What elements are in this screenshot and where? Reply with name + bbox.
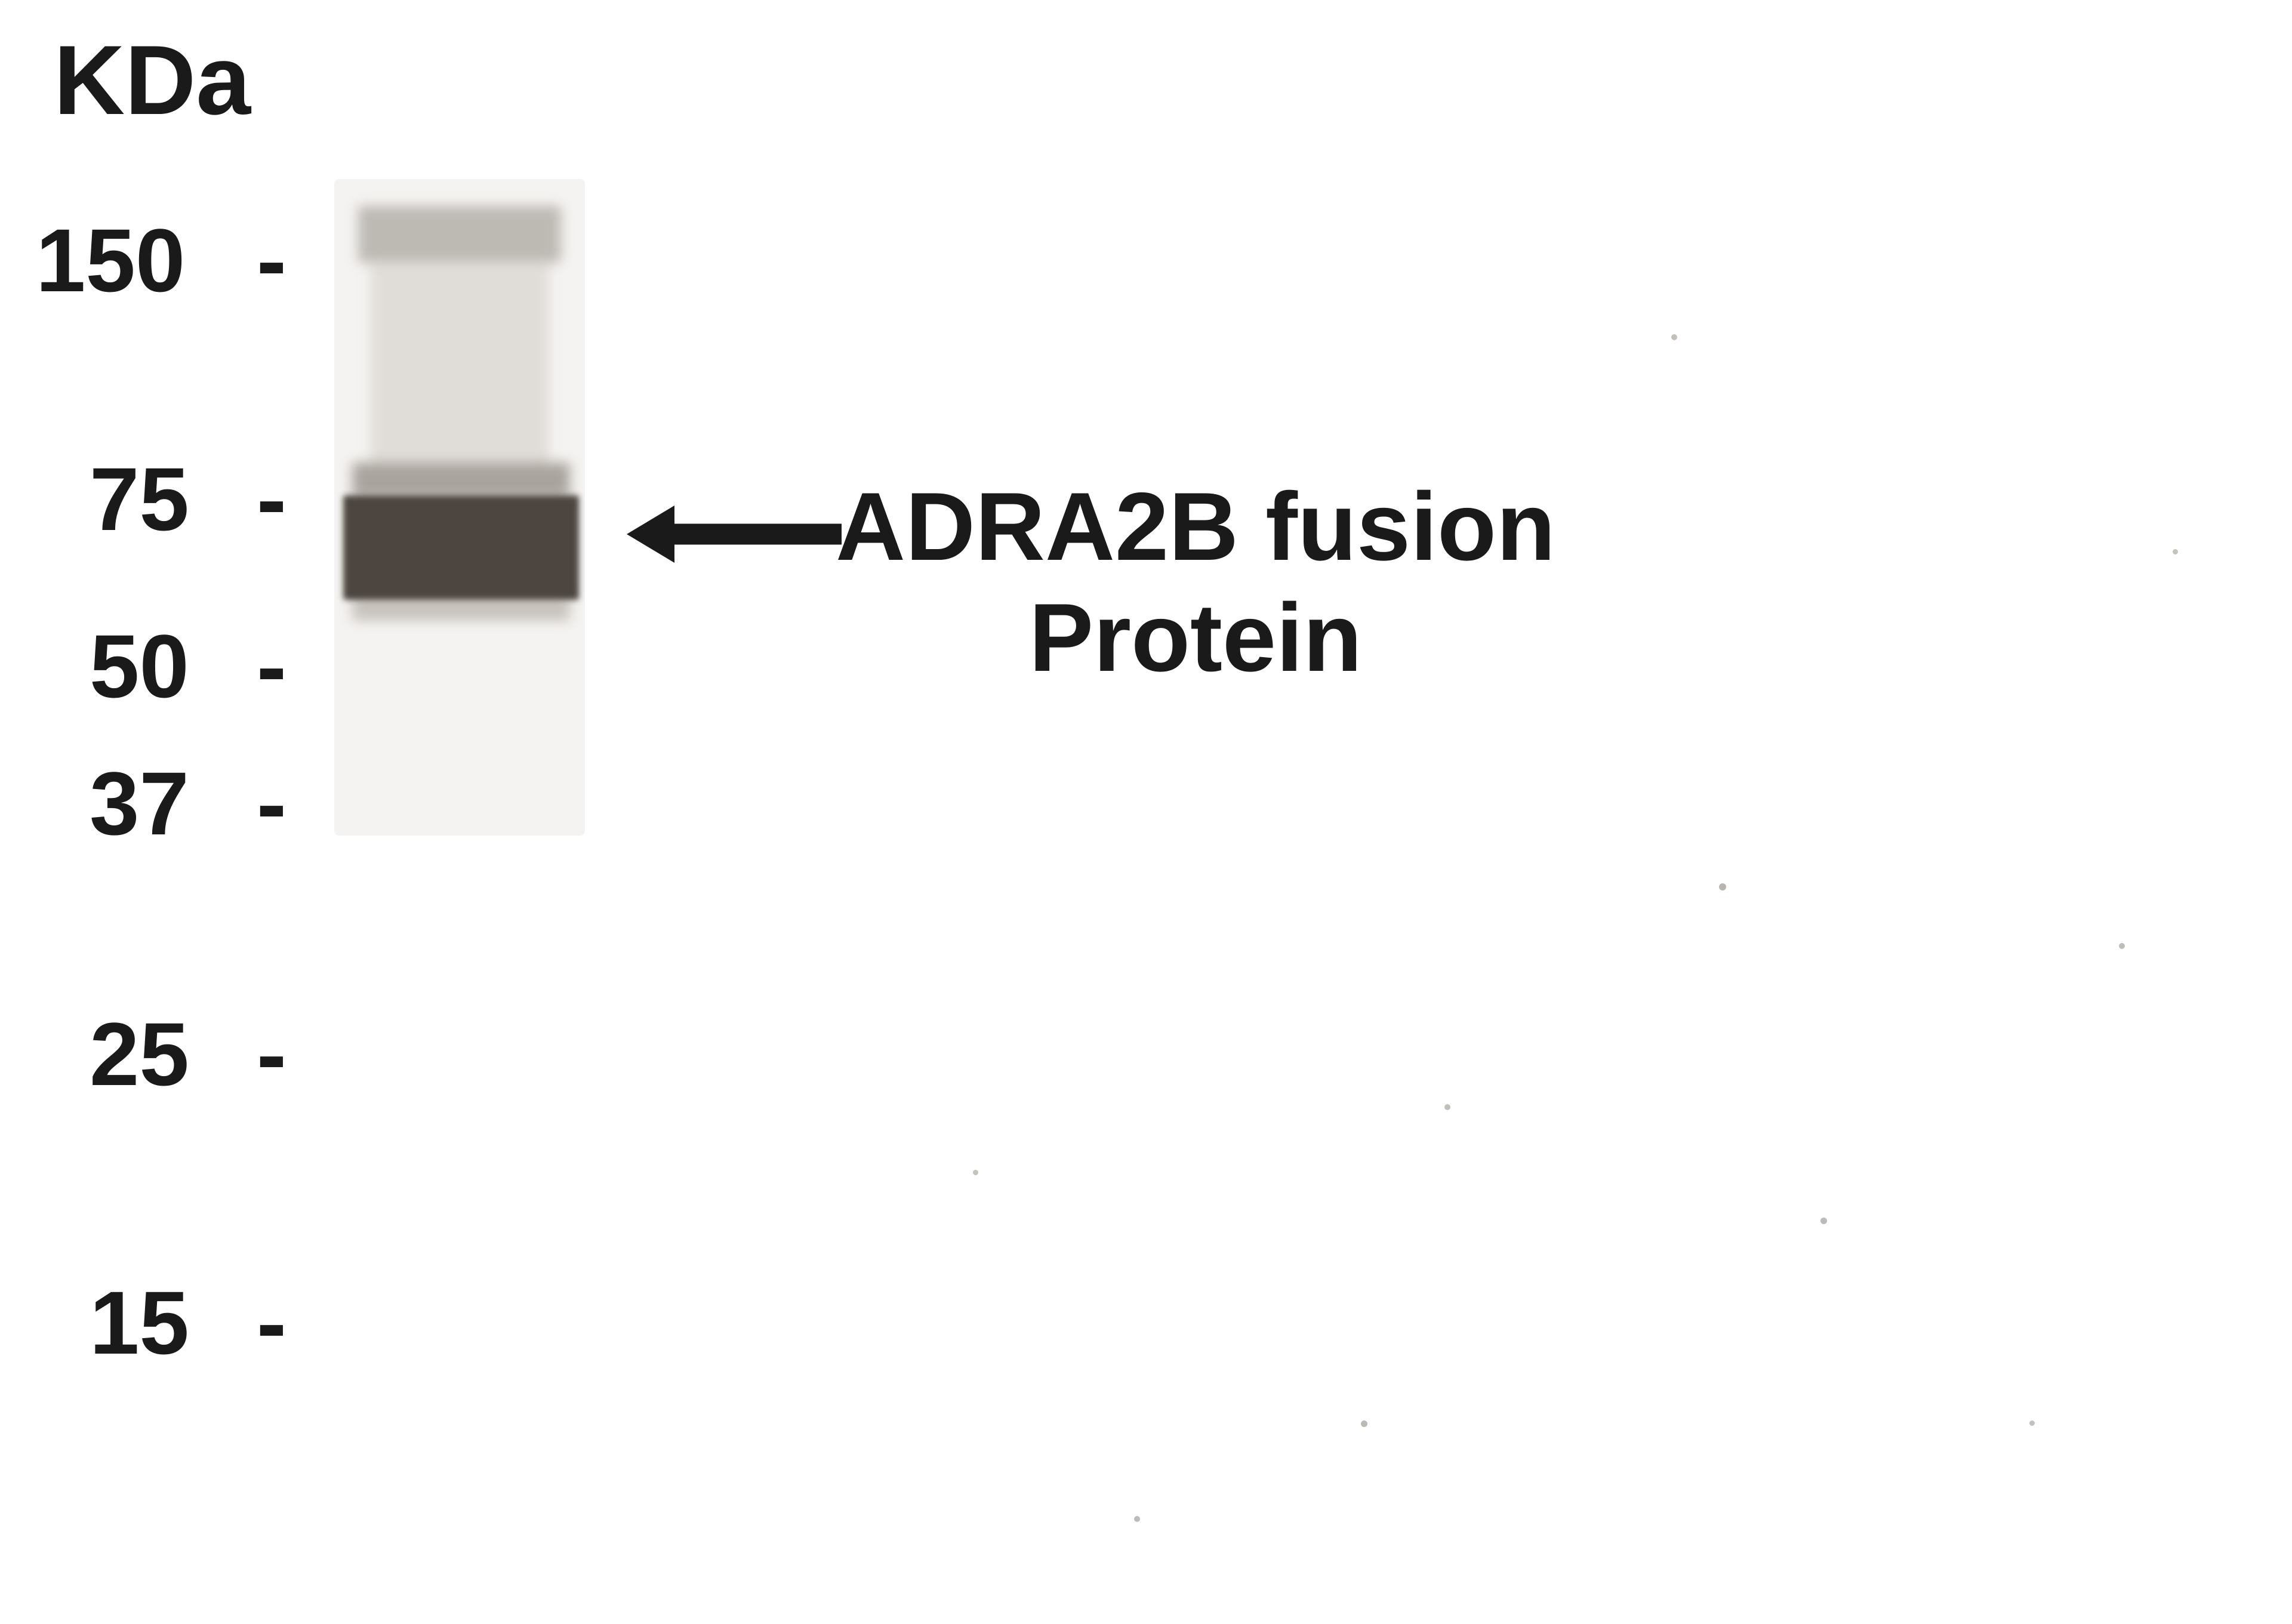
marker-tick-3: - xyxy=(257,752,286,855)
arrow-icon xyxy=(627,486,842,582)
marker-label-3: 37 xyxy=(90,752,189,855)
noise-dot xyxy=(1719,883,1726,890)
annotation-line1: ADRA2B fusion xyxy=(836,473,1555,581)
marker-tick-5: - xyxy=(257,1271,286,1375)
annotation-label: ADRA2B fusion Protein xyxy=(836,472,1555,694)
smear-region xyxy=(370,263,549,466)
noise-dot xyxy=(1444,1104,1450,1110)
marker-label-4: 25 xyxy=(90,1003,189,1106)
marker-tick-2: - xyxy=(257,615,286,718)
main-band xyxy=(343,495,579,600)
marker-tick-0: - xyxy=(257,209,286,312)
marker-label-1: 75 xyxy=(90,448,189,551)
western-blot-figure: KDa 150 - 75 - 50 - 37 - 25 - 15 - ADRA2… xyxy=(0,0,2292,1624)
annotation-line2: Protein xyxy=(836,583,1555,694)
marker-label-2: 50 xyxy=(90,615,189,718)
marker-tick-1: - xyxy=(257,448,286,551)
noise-dot xyxy=(1820,1218,1827,1224)
noise-dot xyxy=(2029,1420,2035,1426)
marker-label-0: 150 xyxy=(36,209,185,312)
noise-dot xyxy=(1361,1420,1367,1427)
marker-label-5: 15 xyxy=(90,1271,189,1375)
kda-header: KDa xyxy=(54,24,251,137)
faint-upper-band xyxy=(358,206,561,263)
noise-dot xyxy=(973,1170,978,1175)
noise-dot xyxy=(2173,549,2178,554)
noise-dot xyxy=(2119,943,2125,949)
noise-dot xyxy=(1671,334,1677,340)
marker-tick-4: - xyxy=(257,1003,286,1106)
main-band-shadow-top xyxy=(352,463,570,498)
noise-dot xyxy=(1134,1516,1140,1522)
